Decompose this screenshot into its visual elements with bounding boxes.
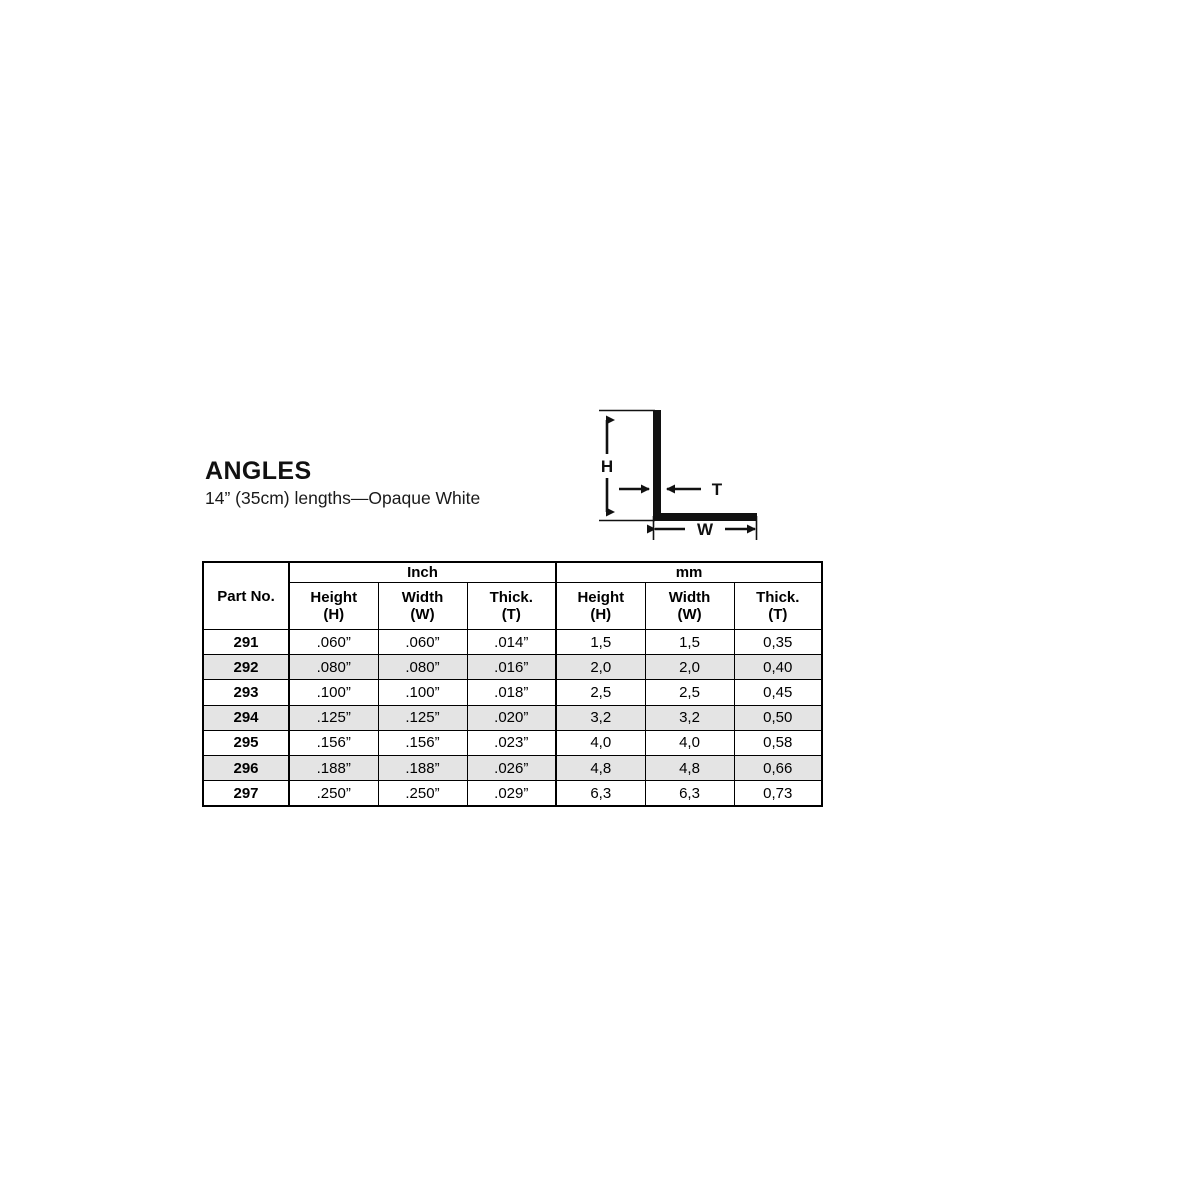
column-header-part-no: Part No.	[202, 561, 290, 630]
cell-inch-w: .125”	[377, 704, 468, 731]
header-line-1: Width	[668, 588, 711, 606]
cell-mm-w: 6,3	[644, 780, 735, 807]
cell-inch-t: .026”	[466, 754, 557, 782]
cell-mm-h: 2,5	[555, 679, 646, 706]
cell-inch-w: .156”	[377, 729, 468, 756]
cell-mm-w: 2,5	[644, 679, 735, 706]
w-label: W	[697, 520, 714, 539]
cell-inch-t: .018”	[466, 679, 557, 706]
column-header-inch-height: Height (H)	[288, 582, 379, 630]
cell-part-no: 294	[202, 704, 290, 731]
page-title: ANGLES	[205, 457, 312, 485]
cell-inch-h: .188”	[288, 754, 379, 782]
cell-mm-t: 0,45	[733, 679, 823, 706]
cell-inch-t: .023”	[466, 729, 557, 756]
cell-mm-w: 2,0	[644, 654, 735, 681]
table-row: 296.188” .188” .026” 4,8 4,8 0,66	[202, 754, 823, 782]
header-line-2: (T)	[501, 606, 521, 623]
header-line-2: (H)	[590, 606, 612, 623]
cell-mm-w: 3,2	[644, 704, 735, 731]
cell-mm-t: 0,73	[733, 780, 823, 807]
cell-mm-w: 1,5	[644, 628, 735, 656]
cell-inch-w: .080”	[377, 654, 468, 681]
table-row: 294.125” .125” .020” 3,2 3,2 0,50	[202, 704, 823, 731]
angle-cross-section-shape	[653, 410, 757, 521]
cell-inch-t: .020”	[466, 704, 557, 731]
angles-spec-table: Part No. Inch mm Height (H) Width (W) Th…	[202, 561, 824, 808]
cell-inch-w: .100”	[377, 679, 468, 706]
angle-profile-diagram: H T W	[585, 396, 775, 546]
cell-inch-t: .014”	[466, 628, 557, 656]
cell-inch-h: .060”	[288, 628, 379, 656]
angle-profile-svg: H T W	[599, 409, 758, 540]
cell-part-no: 296	[202, 754, 290, 782]
header-line-2: (W)	[410, 606, 435, 623]
page-subtitle: 14” (35cm) lengths—Opaque White	[205, 488, 481, 509]
header-line-1: Height	[310, 588, 358, 606]
spec-table-container: Part No. Inch mm Height (H) Width (W) Th…	[202, 561, 824, 808]
column-header-mm-width: Width (W)	[644, 582, 735, 630]
column-header-inch-width: Width (W)	[377, 582, 468, 630]
column-header-mm-thickness: Thick. (T)	[733, 582, 823, 630]
cell-inch-w: .250”	[377, 780, 468, 807]
header-line-2: (W)	[677, 606, 702, 623]
header-line-1: Width	[401, 588, 444, 606]
table-sub-header-row: Height (H) Width (W) Thick. (T) Height (…	[203, 582, 823, 630]
table-row: 291.060” .060” .014” 1,5 1,5 0,35	[202, 628, 823, 656]
cell-mm-t: 0,66	[733, 754, 823, 782]
cell-mm-h: 4,8	[555, 754, 646, 782]
cell-part-no: 293	[202, 679, 290, 706]
cell-mm-h: 3,2	[555, 704, 646, 731]
table-row: 297.250” .250” .029” 6,3 6,3 0,73	[202, 780, 823, 807]
cell-inch-t: .029”	[466, 780, 557, 807]
cell-mm-t: 0,50	[733, 704, 823, 731]
cell-part-no: 291	[202, 628, 290, 656]
cell-mm-w: 4,8	[644, 754, 735, 782]
table-head: Part No. Inch mm Height (H) Width (W) Th…	[202, 561, 823, 630]
table-row: 295.156” .156” .023” 4,0 4,0 0,58	[202, 729, 823, 756]
t-label: T	[712, 480, 723, 499]
cell-mm-t: 0,58	[733, 729, 823, 756]
header-line-1: Thick.	[489, 588, 533, 606]
cell-mm-t: 0,40	[733, 654, 823, 681]
cell-mm-h: 2,0	[555, 654, 646, 681]
cell-part-no: 297	[202, 780, 290, 807]
cell-mm-h: 6,3	[555, 780, 646, 807]
table-body: 291.060” .060” .014” 1,5 1,5 0,35 292.080” .080…	[202, 628, 823, 807]
cell-mm-h: 4,0	[555, 729, 646, 756]
cell-inch-w: .188”	[377, 754, 468, 782]
column-group-header-inch: Inch	[288, 561, 557, 583]
cell-inch-t: .016”	[466, 654, 557, 681]
cell-inch-h: .125”	[288, 704, 379, 731]
table-row: 293.100” .100” .018” 2,5 2,5 0,45	[202, 679, 823, 706]
table-row: 292.080” .080” .016” 2,0 2,0 0,40	[202, 654, 823, 681]
column-header-inch-thickness: Thick. (T)	[466, 582, 557, 630]
cell-mm-h: 1,5	[555, 628, 646, 656]
column-header-mm-height: Height (H)	[555, 582, 646, 630]
h-label: H	[601, 457, 613, 476]
header-line-2: (T)	[768, 606, 788, 623]
header-line-2: (H)	[323, 606, 345, 623]
column-group-header-mm: mm	[555, 561, 823, 583]
cell-inch-h: .080”	[288, 654, 379, 681]
header-line-1: Height	[577, 588, 625, 606]
cell-part-no: 292	[202, 654, 290, 681]
cell-inch-h: .250”	[288, 780, 379, 807]
cell-mm-t: 0,35	[733, 628, 823, 656]
cell-mm-w: 4,0	[644, 729, 735, 756]
cell-inch-h: .100”	[288, 679, 379, 706]
header-line-1: Thick.	[756, 588, 800, 606]
cell-part-no: 295	[202, 729, 290, 756]
table-group-header-row: Part No. Inch mm	[202, 561, 823, 630]
cell-inch-h: .156”	[288, 729, 379, 756]
cell-inch-w: .060”	[377, 628, 468, 656]
title-block: ANGLES 14” (35cm) lengths—Opaque White	[205, 458, 625, 509]
